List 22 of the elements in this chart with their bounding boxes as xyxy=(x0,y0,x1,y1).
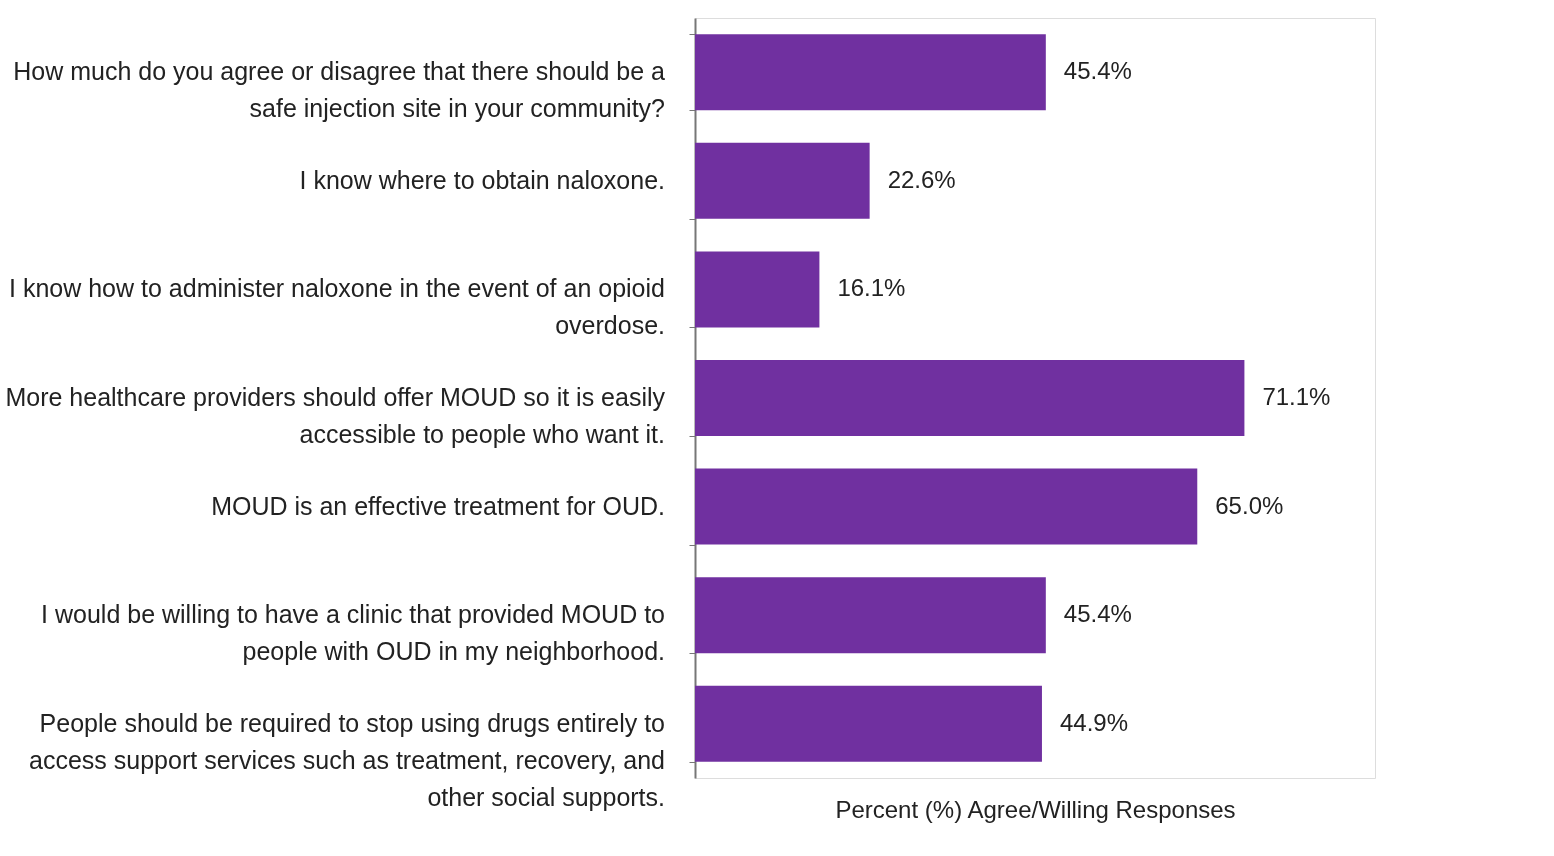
data-label: 44.9% xyxy=(1059,708,1129,736)
y-tick-label: I know where to obtain naloxone. xyxy=(299,165,665,194)
bar xyxy=(695,577,1046,654)
y-tick-label: More healthcare providers should offer MOUD so it is easily accessible to people who want it. xyxy=(5,383,666,448)
bar xyxy=(695,34,1046,111)
bar xyxy=(695,142,870,219)
bar xyxy=(695,468,1198,545)
data-label: 22.6% xyxy=(887,165,956,193)
y-tick-label: I would be willing to have a clinic that provided MOUD to people with OUD in my neighborhood. xyxy=(41,600,665,666)
data-label: 45.4% xyxy=(1063,600,1132,628)
y-tick-label: People should be required to stop using drugs entirely to access support services such as treatment, recovery, and other social supports. xyxy=(29,708,665,811)
bar xyxy=(695,251,820,328)
x-axis-title: Percent (%) Agree/Willing Responses xyxy=(835,795,1236,823)
y-tick-label: How much do you agree or disagree that there should be a safe injection site in your community? xyxy=(13,57,666,123)
data-label: 65.0% xyxy=(1215,491,1284,519)
y-tick-label: I know how to administer naloxone in the event of an opioid overdose. xyxy=(9,274,665,340)
data-label: 71.1% xyxy=(1262,383,1331,410)
data-label: 16.1% xyxy=(837,274,906,302)
bar xyxy=(695,360,1245,436)
data-label: 45.4% xyxy=(1063,57,1132,85)
y-tick-label: MOUD is an effective treatment for OUD. xyxy=(211,491,665,520)
bar xyxy=(695,685,1042,762)
